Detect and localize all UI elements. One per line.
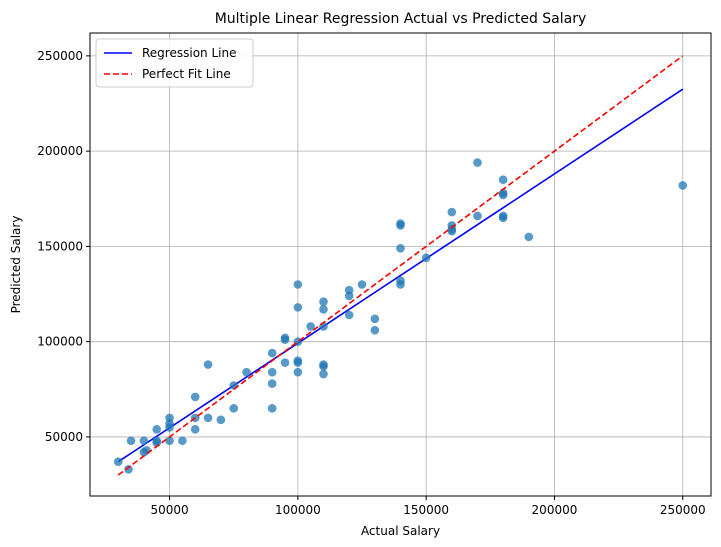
y-tick-label: 50000 [45, 430, 83, 444]
scatter-point [421, 253, 431, 263]
scatter-point [229, 404, 239, 413]
legend: Regression Line Perfect Fit Line [95, 38, 254, 88]
scatter-point [190, 392, 200, 402]
scatter-point [370, 325, 380, 335]
scatter-point [293, 280, 303, 289]
scatter-point [396, 221, 405, 230]
y-tick-label: 150000 [37, 239, 83, 253]
scatter-point [267, 379, 277, 388]
axis-ticks: 50000 100000 150000 200000 250000 50000 100000… [37, 49, 705, 517]
legend-label-perfect-fit: Perfect Fit Line [142, 67, 231, 81]
scatter-point [216, 415, 226, 425]
scatter-point [370, 314, 380, 324]
x-tick-label: 50000 [150, 503, 188, 517]
grid-lines [90, 33, 711, 496]
scatter-point [473, 158, 482, 167]
legend-box [95, 38, 254, 88]
scatter-point [126, 436, 136, 446]
scatter-point [113, 457, 123, 467]
x-tick-label: 150000 [403, 503, 449, 517]
scatter-point [293, 303, 303, 312]
scatter-point [498, 213, 508, 223]
scatter-point [280, 335, 290, 345]
scatter-point [293, 367, 303, 377]
scatter-point [447, 207, 457, 217]
scatter-point [190, 425, 200, 434]
scatter-point [319, 304, 328, 314]
scatter-point [344, 310, 354, 320]
scatter-point [178, 436, 187, 446]
line-series [117, 88, 684, 463]
scatter-point [498, 175, 508, 185]
scatter-point [319, 297, 328, 306]
x-tick-label: 250000 [660, 503, 706, 517]
scatter-point [447, 226, 457, 236]
scatter-point [396, 280, 405, 289]
scatter-point [142, 445, 151, 455]
scatter-point [498, 190, 508, 200]
scatter-point [203, 413, 213, 423]
legend-label-regression: Regression Line [142, 46, 236, 60]
x-tick-label: 100000 [275, 503, 321, 517]
scatter-point [203, 360, 213, 369]
scatter-point [152, 425, 162, 434]
scatter-point [306, 322, 315, 331]
scatter-point [344, 291, 354, 301]
perfect-fit-line [117, 55, 684, 476]
x-axis-title: Actual Salary [361, 524, 440, 538]
scatter-point [267, 404, 277, 413]
scatter-point [396, 244, 405, 253]
scatter-point [678, 181, 688, 190]
y-axis-title: Predicted Salary [9, 216, 23, 314]
chart-title: Multiple Linear Regression Actual vs Pre… [215, 11, 587, 27]
scatter-point [124, 465, 133, 474]
y-tick-label: 250000 [37, 49, 83, 63]
scatter-point [267, 367, 277, 377]
x-tick-label: 200000 [532, 503, 578, 517]
scatter-point [280, 358, 290, 367]
scatter-point [267, 348, 277, 358]
scatter-points [113, 55, 688, 476]
scatter-point [293, 358, 303, 367]
scatter-point [319, 362, 328, 371]
scatter-point [165, 436, 174, 446]
y-tick-label: 100000 [37, 335, 83, 349]
scatter-point [319, 369, 328, 379]
y-tick-label: 200000 [37, 144, 83, 158]
scatter-point [357, 280, 367, 289]
scatter-point [473, 211, 482, 221]
scatter-point [524, 232, 534, 242]
scatter-point [165, 423, 174, 432]
scatter-point [242, 367, 251, 377]
regression-line [117, 88, 684, 463]
plot-area [89, 32, 712, 497]
scatter-point [139, 436, 149, 446]
